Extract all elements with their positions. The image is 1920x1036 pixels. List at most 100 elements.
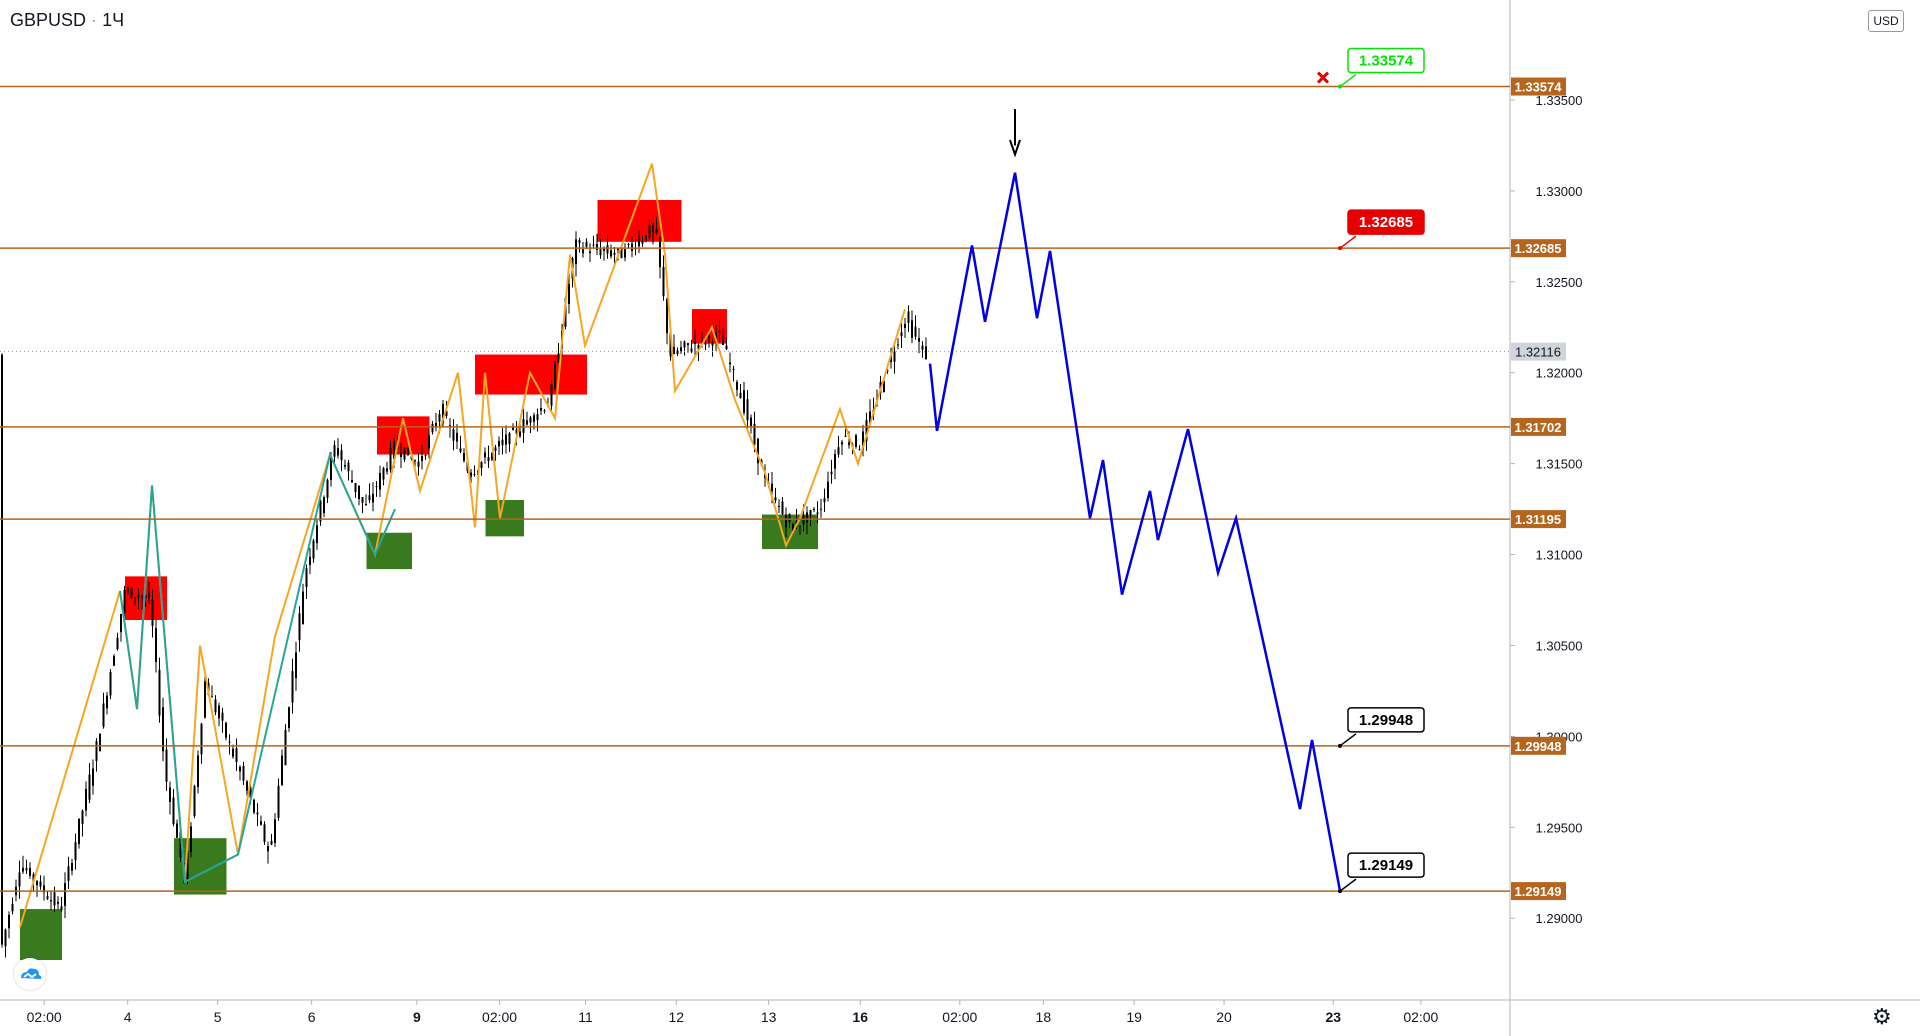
candle-body bbox=[88, 774, 91, 800]
candle-body bbox=[151, 599, 154, 626]
candle-body bbox=[494, 447, 497, 451]
candle-body bbox=[501, 439, 504, 446]
callout-pointer bbox=[1339, 733, 1357, 747]
gear-icon[interactable]: ⚙ bbox=[1872, 1004, 1892, 1029]
candle-body bbox=[109, 672, 112, 696]
candle-body bbox=[78, 818, 80, 845]
callout-pointer bbox=[1339, 73, 1357, 88]
candle-body bbox=[841, 442, 843, 445]
candle-body bbox=[641, 240, 644, 244]
candle-body bbox=[92, 768, 94, 786]
y-tick-label: 1.29500 bbox=[1536, 820, 1583, 835]
candle-body bbox=[148, 592, 150, 599]
level-price-tag bbox=[1511, 736, 1566, 755]
candle-body bbox=[865, 420, 868, 442]
candle-body bbox=[816, 512, 819, 515]
level-price-label: 1.31702 bbox=[1515, 420, 1562, 435]
candle-body bbox=[526, 420, 528, 425]
candle-body bbox=[400, 452, 402, 457]
candle-body bbox=[792, 524, 794, 532]
candle-body bbox=[522, 419, 525, 433]
candle-body bbox=[295, 652, 297, 679]
level-price-label: 1.29149 bbox=[1515, 884, 1562, 899]
candle-body bbox=[820, 508, 822, 510]
level-price-label: 1.29948 bbox=[1515, 739, 1562, 754]
level-price-label: 1.31195 bbox=[1515, 512, 1561, 527]
candle-body bbox=[25, 868, 28, 871]
candle-body bbox=[1, 354, 3, 945]
candle-body bbox=[309, 556, 311, 565]
candle-body bbox=[533, 415, 535, 422]
callouts: 1.33574 1.32685 1.29948 1.29149 bbox=[1338, 47, 1425, 894]
candle-body bbox=[904, 323, 906, 328]
y-tick-label: 1.30500 bbox=[1536, 638, 1583, 653]
candle-body bbox=[491, 452, 493, 460]
candle-body bbox=[456, 432, 458, 442]
candle-body bbox=[316, 525, 318, 544]
time-axis[interactable]: 02:00 4 5 6 9 02:00 11 12 13 16 02:00 18 19 20 23 02:00 bbox=[27, 1000, 1439, 1025]
candle-body bbox=[162, 707, 164, 752]
candle-body bbox=[158, 669, 161, 716]
candle-body bbox=[813, 508, 815, 510]
price-callout: 1.33574 bbox=[1338, 47, 1425, 89]
forecast-line bbox=[928, 172, 1342, 892]
candle-body bbox=[239, 766, 241, 772]
callout-pointer bbox=[1339, 235, 1357, 249]
candle-body bbox=[127, 589, 129, 591]
x-tick-label: 20 bbox=[1216, 1009, 1232, 1025]
candle-body bbox=[368, 495, 371, 501]
x-tick-label: 13 bbox=[761, 1009, 777, 1025]
candle-body bbox=[746, 399, 749, 421]
candle-body bbox=[463, 453, 465, 461]
candle-body bbox=[326, 479, 329, 498]
candle-body bbox=[445, 410, 448, 416]
price-axis[interactable]: 1.290001.295001.300001.305001.310001.315… bbox=[1510, 77, 1583, 927]
candle-body bbox=[176, 823, 178, 838]
y-tick-label: 1.32000 bbox=[1536, 366, 1583, 381]
candle-body bbox=[568, 283, 570, 305]
tradingview-cloud-icon[interactable] bbox=[14, 958, 46, 990]
candle-body bbox=[102, 703, 105, 727]
candle-body bbox=[106, 695, 108, 709]
candle-body bbox=[256, 812, 259, 815]
price-callout: 1.29149 bbox=[1338, 852, 1425, 894]
candle-body bbox=[599, 248, 602, 256]
symbol-title[interactable]: GBPUSD · 1Ч bbox=[10, 10, 124, 31]
candle-body bbox=[662, 267, 665, 297]
x-tick-label: 4 bbox=[124, 1009, 132, 1025]
x-tick-label: 5 bbox=[214, 1009, 222, 1025]
zigzag-line bbox=[19, 163, 906, 928]
candle-body bbox=[186, 850, 189, 880]
candle-body bbox=[39, 881, 42, 887]
candle-body bbox=[498, 440, 500, 447]
last-price-tag bbox=[1511, 342, 1566, 361]
x-tick-label: 16 bbox=[852, 1009, 868, 1025]
callout-pointer bbox=[1339, 878, 1357, 892]
x-tick-label: 12 bbox=[668, 1009, 684, 1025]
candle-body bbox=[32, 874, 35, 882]
candle-body bbox=[848, 442, 850, 446]
candle-body bbox=[883, 381, 885, 392]
candle-body bbox=[246, 781, 248, 791]
candle-body bbox=[53, 892, 56, 906]
currency-badge[interactable]: USD bbox=[1868, 10, 1904, 32]
candle-body bbox=[46, 896, 49, 899]
candle-body bbox=[830, 471, 833, 475]
candle-body bbox=[753, 423, 756, 445]
candle-body bbox=[613, 252, 616, 255]
candle-body bbox=[582, 249, 584, 254]
y-tick-label: 1.32500 bbox=[1536, 275, 1583, 290]
candle-body bbox=[288, 707, 290, 729]
candle-body bbox=[319, 500, 322, 522]
candle-body bbox=[585, 241, 588, 247]
candle-body bbox=[393, 441, 395, 459]
candle-body bbox=[228, 741, 231, 743]
arrow-down-icon bbox=[1009, 109, 1021, 158]
candle-body bbox=[57, 901, 59, 904]
candle-body bbox=[67, 866, 70, 881]
x-tick-label: 11 bbox=[578, 1009, 593, 1025]
price-callout: 1.29948 bbox=[1338, 707, 1425, 748]
candle-body bbox=[407, 447, 409, 456]
